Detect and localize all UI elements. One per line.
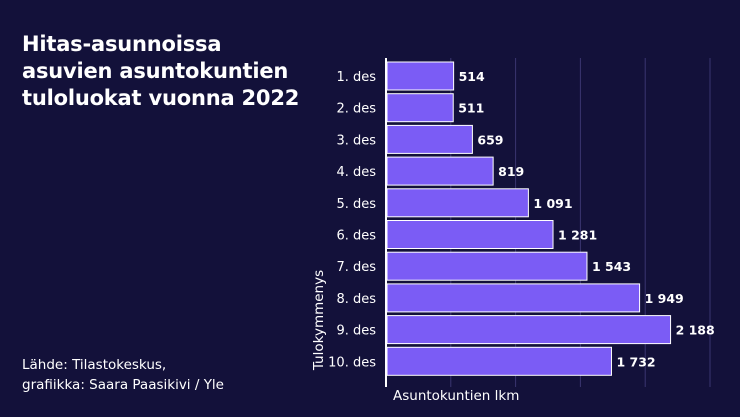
value-label: 659	[477, 132, 503, 147]
value-label: 1 732	[616, 354, 655, 369]
source-note: Lähde: Tilastokeskus, grafiikka: Saara P…	[22, 355, 224, 395]
bar-6	[386, 220, 554, 249]
category-label: 2. des	[336, 102, 376, 117]
value-label: 1 543	[592, 259, 631, 274]
bar-9	[386, 315, 672, 345]
title-line-3: tuloluokat vuonna 2022	[22, 86, 300, 110]
bar-4	[386, 156, 494, 186]
category-label: 8. des	[336, 292, 376, 307]
category-label: 5. des	[336, 197, 376, 212]
value-label: 1 949	[645, 291, 684, 306]
title-line-2: asuvien asuntokuntien	[22, 59, 289, 83]
category-label: 3. des	[336, 133, 376, 148]
value-label: 1 281	[558, 228, 597, 243]
category-label: 7. des	[336, 260, 376, 275]
category-label: 1. des	[336, 70, 376, 85]
category-label: 9. des	[336, 324, 376, 339]
source-line-1: Lähde: Tilastokeskus,	[22, 357, 167, 373]
bar-2	[386, 93, 454, 123]
bar-10	[386, 346, 612, 376]
value-label: 511	[458, 101, 484, 116]
value-label: 2 188	[676, 323, 715, 338]
bar-1	[386, 61, 455, 91]
bar-5	[386, 188, 529, 218]
chart-title: Hitas-asunnoissa asuvien asuntokuntien t…	[22, 31, 322, 112]
value-label: 514	[459, 69, 485, 84]
value-label: 819	[498, 164, 524, 179]
y-axis-label: Tulokymmenys	[311, 270, 327, 371]
source-line-2: grafiikka: Saara Paasikivi / Yle	[22, 377, 224, 393]
x-axis-label: Asuntokuntien lkm	[393, 388, 519, 404]
category-label: 6. des	[336, 229, 376, 244]
bar-3	[386, 124, 473, 154]
category-label: 10. des	[328, 355, 376, 370]
title-line-1: Hitas-asunnoissa	[22, 32, 222, 56]
bar-8	[386, 283, 641, 313]
bar-7	[386, 251, 588, 281]
value-label: 1 091	[533, 196, 572, 211]
category-label: 4. des	[336, 165, 376, 180]
